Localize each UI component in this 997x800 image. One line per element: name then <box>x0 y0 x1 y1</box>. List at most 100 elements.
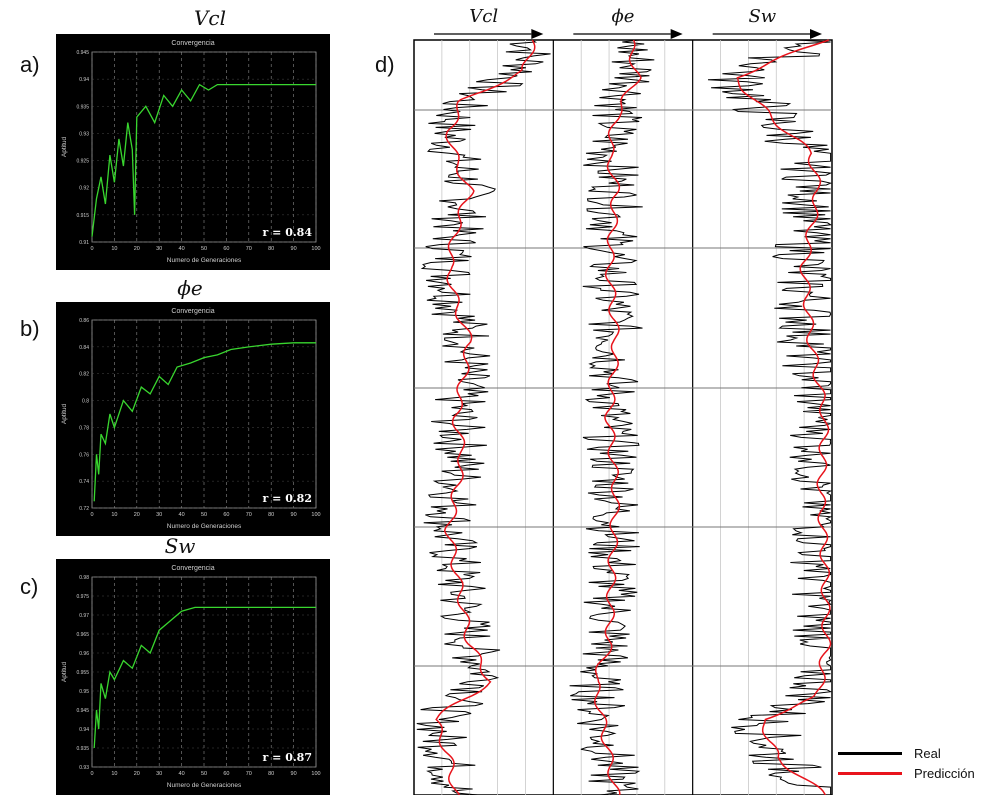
y-tick-label: 0.72 <box>79 506 89 512</box>
legend-label-real: Real <box>914 745 941 761</box>
y-axis-label: Aptitud <box>61 662 68 683</box>
pred-curve-0 <box>435 39 536 796</box>
x-tick-label: 20 <box>134 246 140 252</box>
y-tick-label: 0.92 <box>79 186 89 192</box>
convergence-line <box>93 342 316 502</box>
x-tick-label: 90 <box>291 246 297 252</box>
x-tick-label: 20 <box>134 771 140 777</box>
x-tick-label: 70 <box>246 246 252 252</box>
x-tick-label: 80 <box>268 771 274 777</box>
x-tick-label: 70 <box>246 771 252 777</box>
pred-curve-2 <box>736 39 832 796</box>
x-axis-label: Numero de Generaciones <box>167 523 242 530</box>
y-tick-label: 0.8 <box>82 399 89 405</box>
y-tick-label: 0.975 <box>76 594 89 600</box>
real-curve-2 <box>707 39 833 795</box>
convergence-svg-b: Convergencia 0 10 20 30 40 50 60 70 80 90 100 0.72 0.… <box>61 308 321 530</box>
y-tick-label: 0.86 <box>79 318 89 324</box>
panel-letter-d: d) <box>375 52 395 77</box>
well-log-svg: Vcl ϕe Sw <box>413 6 833 796</box>
x-tick-label: 80 <box>268 512 274 518</box>
legend-item-pred: Predicción <box>838 763 975 783</box>
y-tick-label: 0.97 <box>79 613 89 619</box>
real-curve-1 <box>569 39 655 796</box>
chart-title: Convergencia <box>171 40 214 47</box>
legend-swatch-pred <box>838 771 902 775</box>
x-tick-label: 40 <box>179 512 185 518</box>
x-tick-label: 0 <box>90 771 93 777</box>
x-tick-label: 80 <box>268 246 274 252</box>
panel-letter-c: c) <box>20 574 39 599</box>
x-tick-label: 10 <box>111 512 117 518</box>
x-tick-label: 20 <box>134 512 140 518</box>
x-tick-label: 70 <box>246 512 252 518</box>
y-tick-label: 0.84 <box>79 345 89 351</box>
x-tick-label: 30 <box>156 771 162 777</box>
track-label-2: Sw <box>748 6 776 27</box>
panel-title-a: Vcl <box>193 6 227 30</box>
y-tick-label: 0.935 <box>76 104 89 110</box>
y-tick-label: 0.965 <box>76 632 89 638</box>
x-tick-label: 100 <box>311 771 320 777</box>
r-value-label: r = 0.84 <box>263 226 313 239</box>
convergence-line <box>91 83 316 237</box>
x-tick-label: 40 <box>179 771 185 777</box>
x-tick-label: 90 <box>291 771 297 777</box>
y-tick-label: 0.94 <box>79 727 89 733</box>
convergence-line <box>93 606 316 749</box>
chart-title: Convergencia <box>171 308 214 315</box>
x-tick-label: 50 <box>201 246 207 252</box>
chart-title: Convergencia <box>171 565 214 572</box>
y-tick-label: 0.93 <box>79 131 89 137</box>
x-tick-label: 50 <box>201 512 207 518</box>
y-tick-label: 0.82 <box>79 372 89 378</box>
panel-letter-a: a) <box>20 52 40 77</box>
y-tick-label: 0.93 <box>79 765 89 771</box>
y-tick-label: 0.925 <box>76 159 89 165</box>
x-tick-label: 30 <box>156 246 162 252</box>
x-tick-label: 10 <box>111 771 117 777</box>
track-label-0: Vcl <box>469 6 498 27</box>
y-tick-label: 0.915 <box>76 213 89 219</box>
x-tick-label: 40 <box>179 246 185 252</box>
track-arrowhead <box>670 29 683 39</box>
x-tick-label: 0 <box>90 246 93 252</box>
x-tick-label: 60 <box>223 246 229 252</box>
plot-area <box>91 319 317 509</box>
y-tick-label: 0.95 <box>79 689 89 695</box>
r-value-label: r = 0.87 <box>263 751 312 764</box>
track-arrowhead <box>810 29 822 39</box>
panel-title-c: Sw <box>164 534 196 558</box>
well-log-panel: Vcl ϕe Sw <box>412 0 834 796</box>
pred-curve-1 <box>594 39 642 796</box>
legend-swatch-real <box>838 751 902 755</box>
y-tick-label: 0.74 <box>79 479 89 485</box>
x-tick-label: 90 <box>291 512 297 518</box>
x-tick-label: 30 <box>156 512 162 518</box>
track-label-1: ϕe <box>612 6 635 27</box>
y-tick-label: 0.945 <box>76 50 89 56</box>
convergence-chart-c: Convergencia 0 10 20 30 40 50 60 70 80 90 100 0.93 0.… <box>56 559 330 795</box>
y-tick-label: 0.96 <box>79 651 89 657</box>
panel-letter-b: b) <box>20 316 40 341</box>
x-tick-label: 60 <box>223 512 229 518</box>
r-value-label: r = 0.82 <box>263 492 312 505</box>
track-arrowhead <box>531 29 544 39</box>
x-axis-label: Numero de Generaciones <box>167 782 242 789</box>
x-axis-label: Numero de Generaciones <box>167 257 242 264</box>
convergence-svg-a: Convergencia 0 10 20 30 40 50 60 70 80 90 100 0.91 0.… <box>61 40 321 264</box>
y-tick-label: 0.955 <box>76 670 89 676</box>
y-axis-label: Aptitud <box>61 404 68 425</box>
legend-label-pred: Predicción <box>914 765 975 781</box>
convergence-svg-c: Convergencia 0 10 20 30 40 50 60 70 80 90 100 0.93 0.… <box>61 565 321 789</box>
y-tick-label: 0.98 <box>79 575 89 581</box>
y-tick-label: 0.78 <box>79 425 89 431</box>
x-tick-label: 0 <box>90 512 93 518</box>
y-tick-label: 0.76 <box>79 452 89 458</box>
legend-item-real: Real <box>838 743 975 763</box>
y-tick-label: 0.935 <box>76 746 89 752</box>
x-tick-label: 100 <box>311 246 320 252</box>
convergence-chart-a: Convergencia 0 10 20 30 40 50 60 70 80 90 100 0.91 0.… <box>56 34 330 270</box>
y-tick-label: 0.91 <box>79 240 89 246</box>
panel-title-b: ϕe <box>177 276 203 300</box>
